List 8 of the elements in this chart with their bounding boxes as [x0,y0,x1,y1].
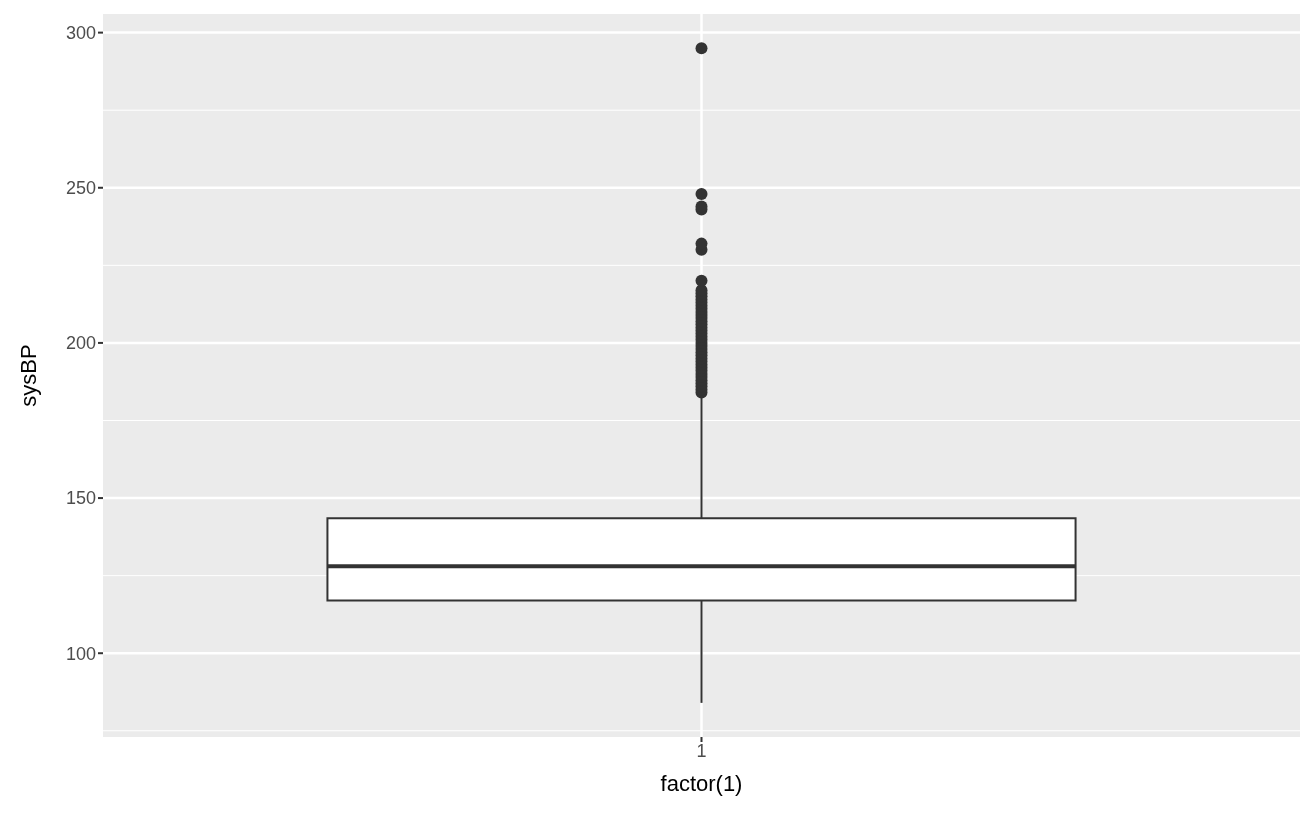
y-tick-label: 250 [65,178,96,199]
y-tick-label: 100 [65,643,96,664]
y-tick-label: 200 [65,333,96,354]
y-tick-label: 150 [65,488,96,509]
x-axis-title: factor(1) [660,771,743,796]
y-axis-title: sysBP [15,344,41,407]
x-tick-label: 1 [696,740,707,761]
y-tick-label: 300 [65,23,96,44]
